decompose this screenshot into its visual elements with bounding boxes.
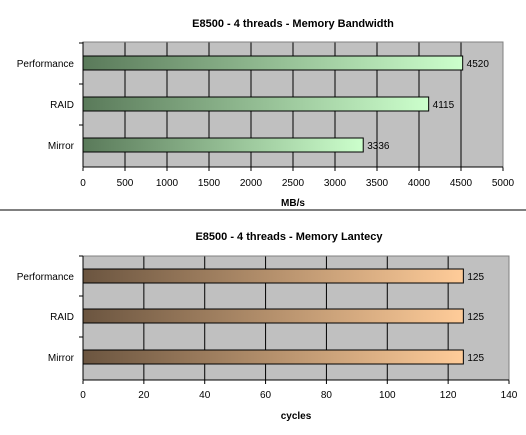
latency-chart-title: E8500 - 4 threads - Memory Lantecy — [195, 231, 383, 243]
bandwidth-tick-label: 4000 — [408, 178, 431, 189]
latency-categories: Performance RAID Mirror — [17, 272, 75, 364]
latency-tick-label: 20 — [138, 390, 150, 401]
latency-bar-raid — [82, 308, 464, 324]
latency-tick-label: 0 — [80, 390, 86, 401]
latency-x-ticks: 0 20 40 60 80 100 120 140 — [80, 390, 518, 401]
bandwidth-tick-label: 4500 — [450, 178, 473, 189]
latency-tick-label: 140 — [501, 390, 518, 401]
bandwidth-tick-label: 500 — [117, 178, 134, 189]
bandwidth-chart: E8500 - 4 threads - Memory Bandwidth 0 50… — [17, 18, 515, 209]
bandwidth-bar-raid — [82, 96, 430, 112]
bandwidth-tick-label: 5000 — [492, 178, 515, 189]
latency-bar-performance — [82, 268, 464, 284]
latency-category-label: RAID — [50, 312, 74, 323]
bandwidth-tick-label: 2500 — [282, 178, 305, 189]
bandwidth-bars — [82, 55, 464, 153]
bandwidth-bar-performance — [82, 55, 464, 71]
latency-bar-mirror — [82, 349, 464, 365]
bandwidth-x-ticks: 0 500 1000 1500 2000 2500 3000 3500 4000 4500 5000 — [80, 178, 514, 189]
bandwidth-tick-label: 2000 — [240, 178, 263, 189]
bandwidth-category-label: Mirror — [48, 141, 75, 152]
latency-category-label: Mirror — [48, 353, 75, 364]
bandwidth-category-label: RAID — [50, 100, 74, 111]
bandwidth-tick-label: 1000 — [156, 178, 179, 189]
latency-value-label: 125 — [467, 272, 484, 283]
latency-value-label: 125 — [467, 312, 484, 323]
bandwidth-bar-mirror — [82, 137, 364, 153]
bandwidth-value-label: 4115 — [433, 100, 455, 111]
bandwidth-category-label: Performance — [17, 59, 75, 70]
bandwidth-value-labels: 4520 4115 3336 — [367, 59, 489, 152]
latency-tick-label: 120 — [440, 390, 457, 401]
bandwidth-x-axis-label: MB/s — [281, 198, 305, 209]
latency-chart: E8500 - 4 threads - Memory Lantecy 0 20 40… — [17, 231, 518, 422]
latency-category-label: Performance — [17, 272, 75, 283]
bandwidth-chart-title: E8500 - 4 threads - Memory Bandwidth — [192, 18, 394, 30]
latency-bars — [82, 268, 464, 365]
bandwidth-categories: Performance RAID Mirror — [17, 59, 75, 152]
latency-tick-label: 100 — [379, 390, 396, 401]
latency-tick-label: 60 — [260, 390, 272, 401]
bandwidth-value-label: 3336 — [367, 141, 390, 152]
bandwidth-tick-label: 0 — [80, 178, 86, 189]
bandwidth-value-label: 4520 — [467, 59, 490, 70]
latency-value-labels: 125 125 125 — [467, 272, 484, 364]
bandwidth-tick-label: 3500 — [366, 178, 389, 189]
latency-x-axis-label: cycles — [281, 411, 312, 422]
latency-tick-label: 80 — [321, 390, 333, 401]
latency-value-label: 125 — [467, 353, 484, 364]
latency-tick-label: 40 — [199, 390, 211, 401]
bandwidth-tick-label: 3000 — [324, 178, 347, 189]
bandwidth-tick-label: 1500 — [198, 178, 221, 189]
